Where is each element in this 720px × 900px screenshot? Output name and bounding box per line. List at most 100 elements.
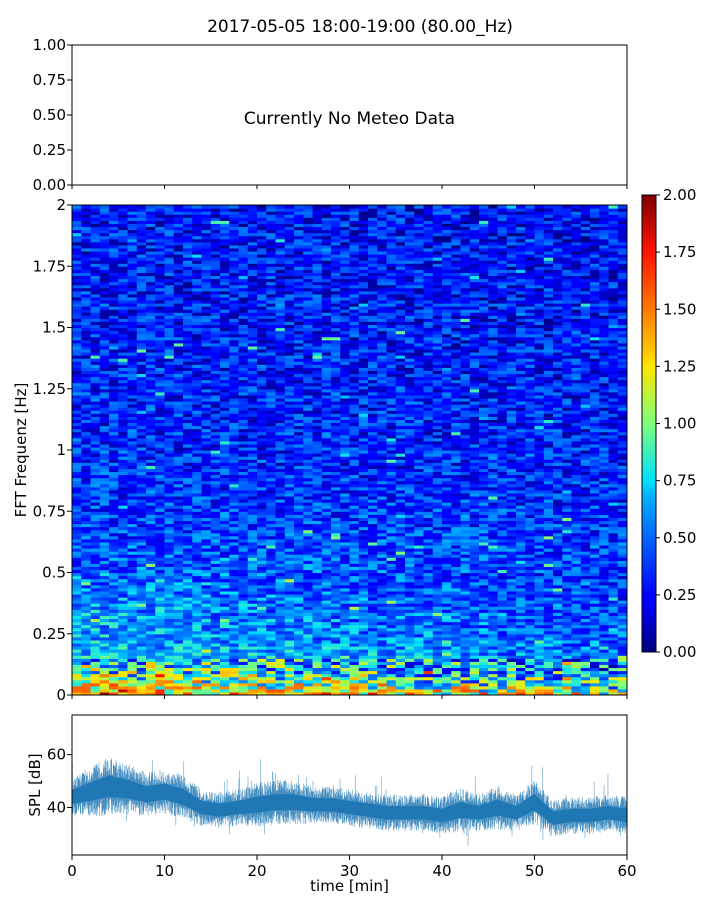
spectrogram-cell <box>284 514 295 518</box>
spectrogram-cell <box>109 535 119 540</box>
spectrogram-cell <box>266 538 277 543</box>
spectrogram-cell <box>460 578 471 583</box>
spectrogram-cell <box>183 483 193 488</box>
spectrogram-cell <box>118 646 129 650</box>
spectrogram-cell <box>543 517 554 522</box>
spectrogram-cell <box>608 676 619 681</box>
spectrogram-cell <box>432 569 443 574</box>
spectrogram-cell <box>146 520 156 525</box>
spectrogram-cell <box>571 538 582 543</box>
spectrogram-cell <box>488 502 499 506</box>
spectrogram-cell <box>173 658 184 662</box>
spectrogram-cell <box>451 621 462 626</box>
spectrogram-cell <box>571 593 582 598</box>
spectrogram-cell <box>442 563 452 567</box>
spectrogram-cell <box>155 474 166 479</box>
spectrogram-cell <box>590 443 600 448</box>
spectrogram-cell <box>81 642 92 647</box>
spectrogram-cell <box>220 548 230 552</box>
spectrogram-cell <box>136 520 147 525</box>
spectrogram-cell <box>173 639 184 644</box>
spectrogram-cell <box>414 673 425 678</box>
spectrogram-cell <box>136 532 147 537</box>
spectrogram-cell <box>294 618 304 623</box>
spectrogram-cell <box>164 544 175 549</box>
spectrogram-cell <box>192 499 203 503</box>
spectrogram-cell <box>220 652 230 656</box>
spectrogram-cell <box>90 624 101 629</box>
spectrogram-cell <box>451 544 462 549</box>
spectrogram-cell <box>183 584 193 589</box>
spectrogram-cell <box>516 618 526 623</box>
spectrogram-cell <box>146 551 156 555</box>
spectrogram-cell <box>349 443 360 448</box>
spectrogram-cell <box>377 554 388 558</box>
spectrogram-cell <box>580 615 591 620</box>
spectrogram-cell <box>284 495 295 500</box>
meteo-message: Currently No Meteo Data <box>244 109 455 129</box>
spectrogram-cell <box>608 627 619 632</box>
spectrogram-cell <box>229 597 240 601</box>
spectrogram-cell <box>377 618 388 623</box>
spectrogram-cell <box>460 548 471 552</box>
spectrogram-cell <box>543 480 554 485</box>
spectrogram-cell <box>451 502 462 506</box>
spectrogram-cell <box>516 468 526 473</box>
spectrogram-cell <box>358 511 369 515</box>
spectrogram-cell <box>580 446 591 451</box>
spectrogram-cell <box>247 499 258 503</box>
spectrogram-cell <box>553 606 563 610</box>
spectrogram-cell <box>284 676 295 681</box>
spectrogram-cell <box>525 578 536 583</box>
spectrogram-cell <box>312 633 323 638</box>
spectrogram-cell <box>257 456 267 460</box>
spectrogram-cell <box>109 523 119 528</box>
spectrogram-cell <box>442 523 452 528</box>
spectrogram-cell <box>451 618 462 623</box>
spectrogram-cell <box>571 465 582 469</box>
spectrogram-cell <box>229 593 240 598</box>
spectrogram-cell <box>275 676 286 681</box>
spectrogram-cell <box>238 557 249 561</box>
spectrogram-cell <box>451 456 462 460</box>
spectrogram-cell <box>321 655 332 659</box>
spectrogram-cell <box>414 551 425 555</box>
spectrogram-cell <box>571 563 582 567</box>
spectrogram-cell <box>331 508 341 512</box>
spectrogram-cell <box>210 642 221 647</box>
spectrogram-cell <box>72 465 82 469</box>
spectrogram-cell <box>155 593 166 598</box>
spectrogram-cell <box>414 450 425 454</box>
spectrogram-cell <box>118 502 129 506</box>
spectrogram-cell <box>127 511 138 515</box>
spectrogram-cell <box>562 446 573 451</box>
spectrogram-cell <box>451 691 462 695</box>
spectrogram-cell <box>266 508 277 512</box>
spectrogram-cell <box>377 597 388 601</box>
spectrogram-cell <box>331 440 341 445</box>
spectrogram-cell <box>534 593 545 598</box>
spectrogram-cell <box>562 560 573 564</box>
spectrogram-cell <box>608 655 619 659</box>
spectrogram-cell <box>608 652 619 656</box>
spectrogram-cell <box>543 603 554 607</box>
spectrogram-cell <box>81 557 92 561</box>
spectrogram-cell <box>377 508 388 512</box>
spectrogram-cell <box>72 682 82 687</box>
spectrogram-cell <box>99 569 110 574</box>
spectrogram-cell <box>469 535 480 540</box>
spectrogram-cell <box>164 535 175 540</box>
spectrogram-cell <box>284 606 295 610</box>
spectrogram-cell <box>257 670 267 675</box>
spectrogram-cell <box>608 523 619 528</box>
spectrogram-cell <box>590 544 600 549</box>
spectrogram-cell <box>210 526 221 531</box>
spectrogram-cell <box>136 642 147 647</box>
spectrogram-cell <box>442 593 452 598</box>
spectrogram-cell <box>294 557 304 561</box>
spectrogram-cell <box>90 492 101 497</box>
spectrogram-cell <box>562 526 573 531</box>
spectrogram-cell <box>294 563 304 567</box>
spectrogram-cell <box>127 535 138 540</box>
spectrogram-cell <box>562 618 573 623</box>
